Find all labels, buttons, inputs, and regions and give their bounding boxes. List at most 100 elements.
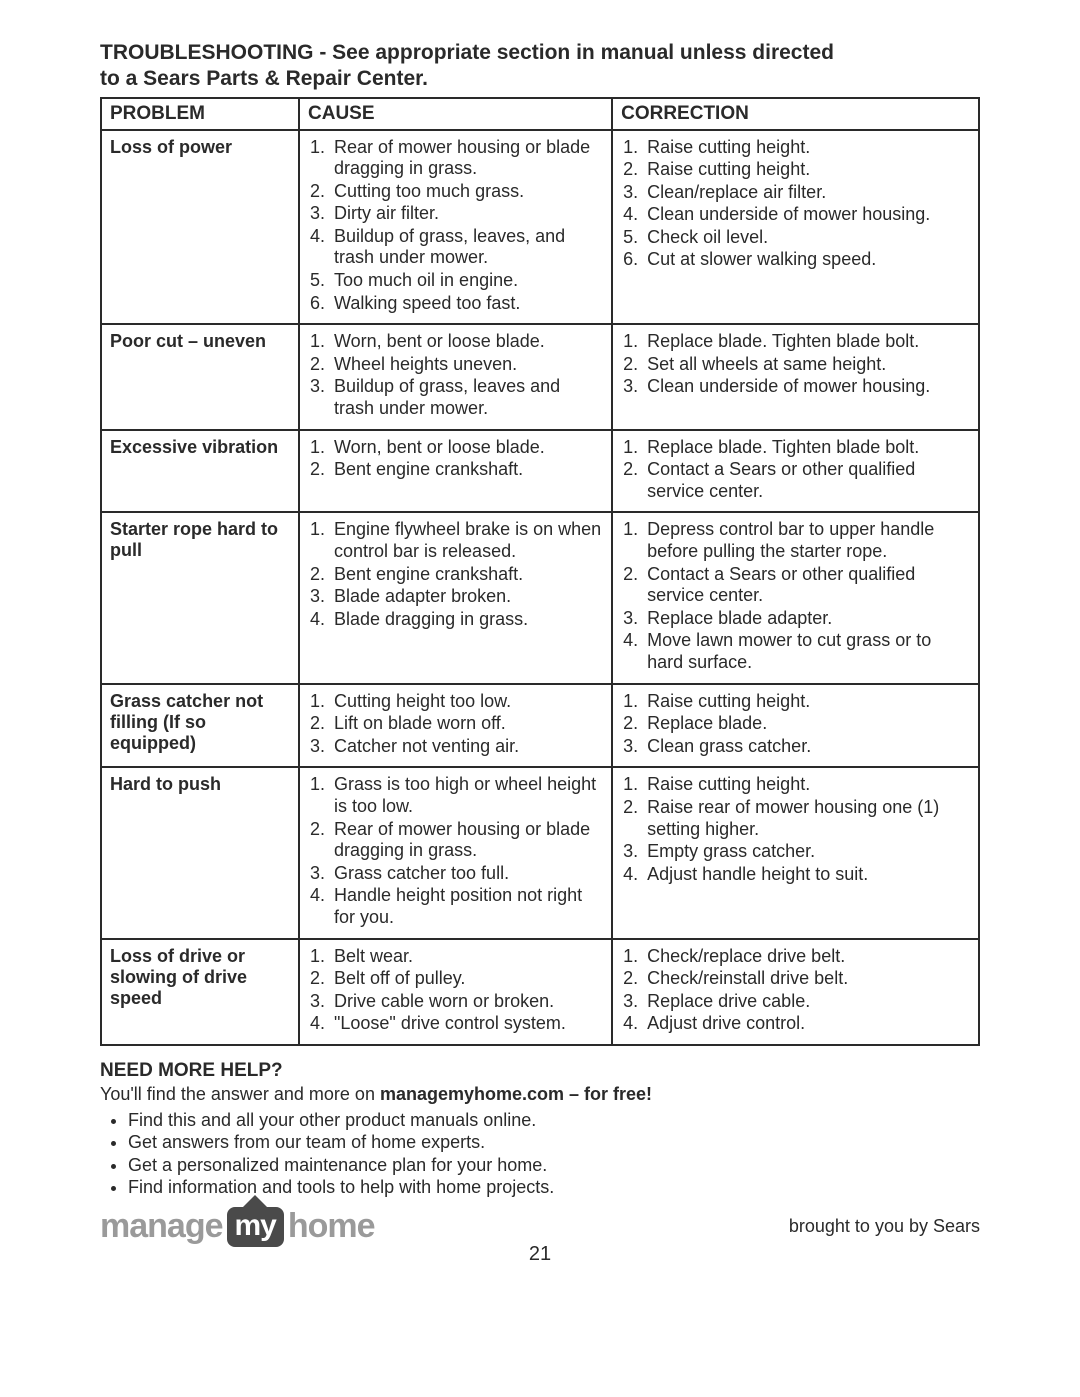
correction-item: Raise cutting height. bbox=[643, 159, 970, 181]
title-line-1: TROUBLESHOOTING - See appropriate sectio… bbox=[100, 41, 834, 64]
logo-post: home bbox=[288, 1207, 375, 1246]
table-row: Excessive vibrationWorn, bent or loose b… bbox=[101, 430, 979, 513]
correction-list: Depress control bar to upper handle befo… bbox=[621, 519, 970, 673]
correction-item: Cut at slower walking speed. bbox=[643, 249, 970, 271]
correction-list: Replace blade. Tighten blade bolt.Set al… bbox=[621, 331, 970, 398]
correction-item: Move lawn mower to cut grass or to hard … bbox=[643, 630, 970, 673]
correction-item: Check oil level. bbox=[643, 227, 970, 249]
correction-item: Check/replace drive belt. bbox=[643, 946, 970, 968]
footer: manage my home brought to you by Sears bbox=[100, 1207, 980, 1247]
problem-cell: Starter rope hard to pull bbox=[101, 512, 299, 683]
cause-item: Buildup of grass, leaves, and trash unde… bbox=[330, 226, 603, 269]
cause-item: Rear of mower housing or blade dragging … bbox=[330, 819, 603, 862]
correction-item: Contact a Sears or other qualified servi… bbox=[643, 459, 970, 502]
correction-item: Raise cutting height. bbox=[643, 137, 970, 159]
cause-item: Belt off of pulley. bbox=[330, 968, 603, 990]
problem-cell: Poor cut – uneven bbox=[101, 324, 299, 429]
correction-list: Check/replace drive belt.Check/reinstall… bbox=[621, 946, 970, 1035]
table-row: Loss of powerRear of mower housing or bl… bbox=[101, 130, 979, 325]
cause-list: Engine flywheel brake is on when control… bbox=[308, 519, 603, 630]
correction-list: Raise cutting height.Raise cutting heigh… bbox=[621, 137, 970, 272]
help-item: Get a personalized maintenance plan for … bbox=[128, 1154, 980, 1177]
cause-item: Cutting too much grass. bbox=[330, 181, 603, 203]
problem-cell: Excessive vibration bbox=[101, 430, 299, 513]
cause-item: Rear of mower housing or blade dragging … bbox=[330, 137, 603, 180]
cause-list: Worn, bent or loose blade.Bent engine cr… bbox=[308, 437, 603, 481]
cause-list: Grass is too high or wheel height is too… bbox=[308, 774, 603, 928]
logo-badge: my bbox=[227, 1207, 284, 1247]
cause-item: Drive cable worn or broken. bbox=[330, 991, 603, 1013]
troubleshooting-table: PROBLEM CAUSE CORRECTION Loss of powerRe… bbox=[100, 97, 980, 1046]
table-row: Starter rope hard to pull Engine flywheel… bbox=[101, 512, 979, 683]
cause-item: Handle height position not right for you… bbox=[330, 885, 603, 928]
cause-list: Belt wear.Belt off of pulley.Drive cable… bbox=[308, 946, 603, 1035]
correction-item: Contact a Sears or other qualified servi… bbox=[643, 564, 970, 607]
col-correction: CORRECTION bbox=[612, 98, 979, 130]
correction-cell: Replace blade. Tighten blade bolt.Contac… bbox=[612, 430, 979, 513]
cause-cell: Worn, bent or loose blade.Bent engine cr… bbox=[299, 430, 612, 513]
correction-item: Clean underside of mower housing. bbox=[643, 376, 970, 398]
cause-item: Blade adapter broken. bbox=[330, 586, 603, 608]
col-problem: PROBLEM bbox=[101, 98, 299, 130]
correction-item: Replace blade adapter. bbox=[643, 608, 970, 630]
help-list: Find this and all your other product man… bbox=[100, 1109, 980, 1199]
cause-item: Engine flywheel brake is on when control… bbox=[330, 519, 603, 562]
cause-item: Grass catcher too full. bbox=[330, 863, 603, 885]
cause-cell: Worn, bent or loose blade.Wheel heights … bbox=[299, 324, 612, 429]
cause-item: Belt wear. bbox=[330, 946, 603, 968]
cause-cell: Grass is too high or wheel height is too… bbox=[299, 767, 612, 938]
correction-item: Adjust handle height to suit. bbox=[643, 864, 970, 886]
correction-item: Check/reinstall drive belt. bbox=[643, 968, 970, 990]
cause-item: Grass is too high or wheel height is too… bbox=[330, 774, 603, 817]
correction-item: Replace blade. Tighten blade bolt. bbox=[643, 437, 970, 459]
cause-item: Catcher not venting air. bbox=[330, 736, 603, 758]
correction-item: Adjust drive control. bbox=[643, 1013, 970, 1035]
page-title: TROUBLESHOOTING - See appropriate sectio… bbox=[100, 40, 980, 93]
correction-item: Replace blade. Tighten blade bolt. bbox=[643, 331, 970, 353]
help-intro: You'll find the answer and more on manag… bbox=[100, 1084, 980, 1105]
cause-item: Cutting height too low. bbox=[330, 691, 603, 713]
problem-cell: Grass catcher not filling (If so equippe… bbox=[101, 684, 299, 768]
cause-item: Bent engine crankshaft. bbox=[330, 459, 603, 481]
problem-cell: Hard to push bbox=[101, 767, 299, 938]
correction-list: Raise cutting height.Replace blade.Clean… bbox=[621, 691, 970, 758]
cause-list: Cutting height too low.Lift on blade wor… bbox=[308, 691, 603, 758]
correction-cell: Depress control bar to upper handle befo… bbox=[612, 512, 979, 683]
correction-cell: Raise cutting height.Replace blade.Clean… bbox=[612, 684, 979, 768]
correction-item: Clean grass catcher. bbox=[643, 736, 970, 758]
cause-cell: Cutting height too low.Lift on blade wor… bbox=[299, 684, 612, 768]
col-cause: CAUSE bbox=[299, 98, 612, 130]
cause-item: Dirty air filter. bbox=[330, 203, 603, 225]
brought-by: brought to you by Sears bbox=[789, 1216, 980, 1237]
cause-item: "Loose" drive control system. bbox=[330, 1013, 603, 1035]
correction-list: Replace blade. Tighten blade bolt.Contac… bbox=[621, 437, 970, 503]
table-body: Loss of powerRear of mower housing or bl… bbox=[101, 130, 979, 1045]
logo-mid: my bbox=[235, 1209, 276, 1243]
correction-item: Raise cutting height. bbox=[643, 691, 970, 713]
logo-pre: manage bbox=[100, 1207, 223, 1246]
correction-item: Clean underside of mower housing. bbox=[643, 204, 970, 226]
cause-item: Too much oil in engine. bbox=[330, 270, 603, 292]
cause-cell: Belt wear.Belt off of pulley.Drive cable… bbox=[299, 939, 612, 1045]
help-title: NEED MORE HELP? bbox=[100, 1060, 980, 1082]
title-line-2: to a Sears Parts & Repair Center. bbox=[100, 67, 428, 90]
cause-list: Worn, bent or loose blade.Wheel heights … bbox=[308, 331, 603, 419]
cause-item: Buildup of grass, leaves and trash under… bbox=[330, 376, 603, 419]
correction-item: Empty grass catcher. bbox=[643, 841, 970, 863]
cause-item: Bent engine crankshaft. bbox=[330, 564, 603, 586]
table-row: Grass catcher not filling (If so equippe… bbox=[101, 684, 979, 768]
correction-item: Depress control bar to upper handle befo… bbox=[643, 519, 970, 562]
managemyhome-logo: manage my home bbox=[100, 1207, 375, 1247]
cause-item: Lift on blade worn off. bbox=[330, 713, 603, 735]
help-intro-bold: managemyhome.com – for free! bbox=[380, 1084, 652, 1104]
cause-item: Wheel heights uneven. bbox=[330, 354, 603, 376]
problem-cell: Loss of drive or slowing of drive speed bbox=[101, 939, 299, 1045]
table-row: Poor cut – unevenWorn, bent or loose bla… bbox=[101, 324, 979, 429]
correction-list: Raise cutting height.Raise rear of mower… bbox=[621, 774, 970, 885]
cause-cell: Rear of mower housing or blade dragging … bbox=[299, 130, 612, 325]
correction-cell: Raise cutting height.Raise cutting heigh… bbox=[612, 130, 979, 325]
correction-item: Clean/replace air filter. bbox=[643, 182, 970, 204]
correction-item: Raise rear of mower housing one (1) sett… bbox=[643, 797, 970, 840]
help-item: Get answers from our team of home expert… bbox=[128, 1131, 980, 1154]
correction-item: Raise cutting height. bbox=[643, 774, 970, 796]
